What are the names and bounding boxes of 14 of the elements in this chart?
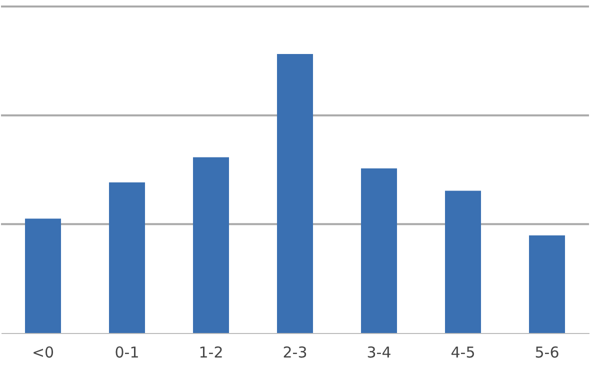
bar — [109, 182, 145, 333]
x-tick-label: <0 — [32, 344, 54, 362]
bar — [193, 157, 229, 333]
bar — [277, 54, 313, 333]
x-tick-label: 3-4 — [366, 344, 392, 362]
x-tick-label: 1-2 — [198, 344, 224, 362]
bar — [361, 168, 397, 333]
x-tick-label: 5-6 — [534, 344, 560, 362]
bar — [529, 235, 565, 333]
x-tick-label: 4-5 — [450, 344, 476, 362]
x-tick-label: 2-3 — [282, 344, 308, 362]
x-tick-label: 0-1 — [114, 344, 140, 362]
bar — [445, 190, 481, 333]
bar — [25, 218, 61, 333]
